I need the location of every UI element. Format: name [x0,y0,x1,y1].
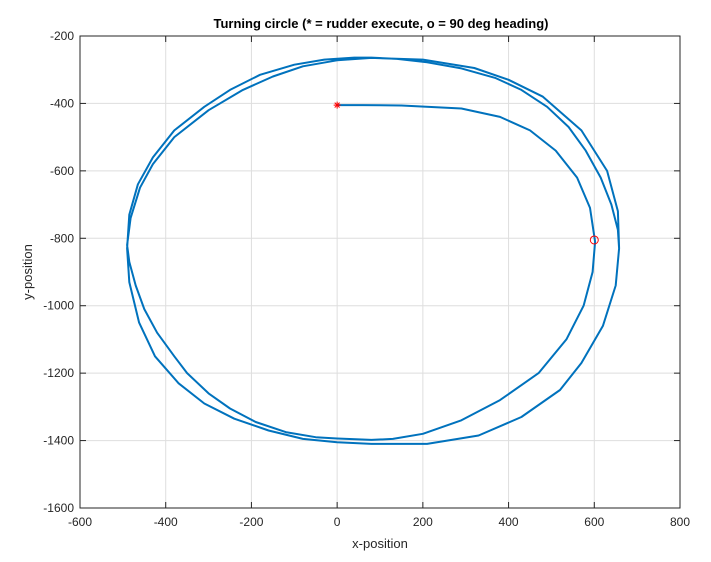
plot-area-frame [79,35,681,509]
grid-lines [80,36,680,508]
marker-stroke [334,102,340,108]
x-tick-label: 600 [584,515,604,529]
y-tick-label: -1200 [43,366,74,380]
y-tick-label: -800 [50,231,74,245]
x-tick-label: -600 [68,515,92,529]
x-tick-label: -400 [154,515,178,529]
series-lines [126,56,621,445]
x-tick-label: 200 [413,515,433,529]
x-axis-label: x-position [352,536,408,551]
y-tick-label: -400 [50,96,74,110]
x-tick-labels: -600 -400 -200 0 200 400 600 800 [68,515,690,529]
x-tick-label: 800 [670,515,690,529]
y-tick-label: -1000 [43,299,74,313]
x-tick-label: 400 [499,515,519,529]
chart-title: Turning circle (* = rudder execute, o = … [214,16,549,31]
x-tick-label: 0 [334,515,341,529]
y-tick-label: -200 [50,29,74,43]
event-markers [333,101,599,245]
y-tick-label: -1600 [43,501,74,515]
y-tick-label: -1400 [43,434,74,448]
trajectory-line [126,56,621,445]
axis-ticks [79,35,681,509]
x-tick-label: -200 [239,515,263,529]
heading-90-marker [589,235,599,245]
y-tick-labels: -1600 -1400 -1200 -1000 -800 -600 -400 -200 [43,29,74,515]
y-tick-label: -600 [50,164,74,178]
y-axis-label: y-position [20,244,35,300]
rudder-execute-marker [333,101,341,109]
